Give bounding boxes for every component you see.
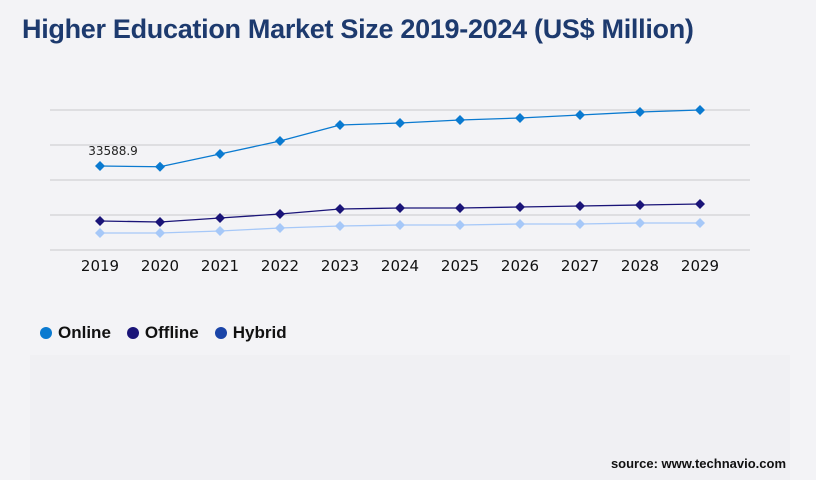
x-tick-label: 2024: [381, 257, 419, 275]
x-tick-label: 2022: [261, 257, 299, 275]
data-point-hybrid: [455, 220, 465, 230]
data-point-online: [455, 115, 465, 125]
x-tick-label: 2026: [501, 257, 539, 275]
x-tick-label: 2023: [321, 257, 359, 275]
x-tick-label: 2028: [621, 257, 659, 275]
x-tick-label: 2027: [561, 257, 599, 275]
legend-marker-offline: [126, 327, 139, 339]
data-point-offline: [695, 199, 705, 209]
data-point-offline: [275, 209, 285, 219]
data-point-online: [575, 110, 585, 120]
data-point-offline: [395, 203, 405, 213]
legend-marker-online: [40, 327, 52, 339]
legend-item-hybrid: Hybrid: [214, 323, 287, 343]
data-point-online: [635, 107, 645, 117]
data-point-online: [275, 136, 285, 146]
source-text: source: www.technavio.com: [610, 456, 786, 471]
data-point-hybrid: [635, 218, 645, 228]
data-point-offline: [515, 202, 525, 212]
data-point-hybrid: [575, 219, 585, 229]
legend-item-online: Online: [40, 323, 111, 343]
x-tick-label: 2021: [201, 257, 239, 275]
x-tick-label: 2029: [681, 257, 719, 275]
data-point-online: [215, 149, 225, 159]
data-point-online: [335, 120, 345, 130]
data-point-offline: [635, 200, 645, 210]
data-point-online: [395, 118, 405, 128]
data-point-hybrid: [95, 228, 105, 238]
footer-band: [30, 355, 790, 480]
data-point-online: [95, 161, 105, 172]
x-tick-label: 2020: [141, 257, 179, 275]
data-label: 33588.9: [88, 144, 138, 158]
legend: Online Offline Hybrid: [40, 323, 287, 343]
data-point-hybrid: [695, 218, 705, 228]
data-point-hybrid: [515, 219, 525, 229]
legend-marker-hybrid: [214, 327, 227, 339]
data-point-hybrid: [275, 223, 285, 233]
x-tick-label: 2025: [441, 257, 479, 275]
legend-label: Hybrid: [232, 323, 287, 342]
data-point-online: [155, 161, 165, 172]
data-point-online: [515, 113, 525, 123]
data-point-offline: [155, 217, 165, 227]
data-point-hybrid: [395, 220, 405, 230]
data-point-offline: [95, 216, 105, 226]
data-point-hybrid: [155, 228, 165, 238]
data-point-offline: [575, 201, 585, 211]
legend-item-offline: Offline: [126, 323, 199, 343]
chart-title: Higher Education Market Size 2019-2024 (…: [22, 14, 694, 44]
data-point-offline: [455, 203, 465, 213]
legend-label: Online: [58, 323, 111, 342]
data-point-online: [695, 105, 705, 115]
data-point-offline: [335, 204, 345, 214]
legend-label: Offline: [144, 323, 199, 342]
x-tick-label: 2019: [81, 257, 119, 275]
data-point-hybrid: [215, 226, 225, 236]
data-point-hybrid: [335, 221, 345, 231]
data-point-offline: [215, 213, 225, 223]
